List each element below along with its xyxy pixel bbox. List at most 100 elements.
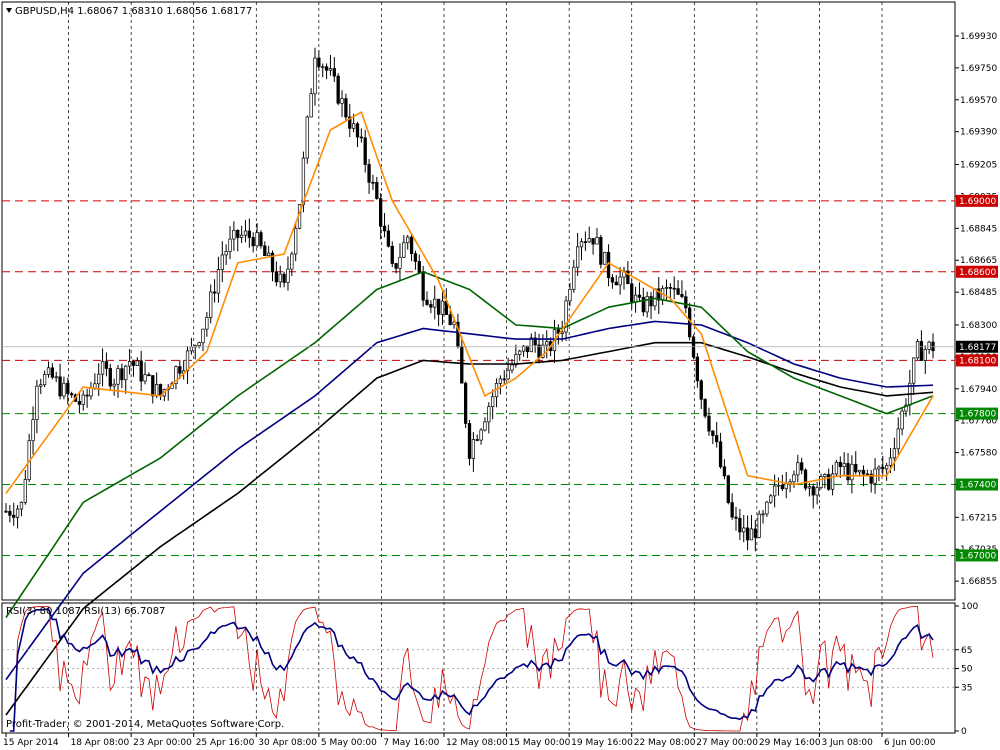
candle-body <box>784 483 788 490</box>
candle-body <box>761 513 765 516</box>
candle-body <box>599 236 603 265</box>
candle-body <box>324 66 329 71</box>
candle-body <box>823 474 827 477</box>
candle-body <box>722 466 727 477</box>
candle-body <box>780 484 785 490</box>
ma-black-line <box>5 341 934 716</box>
candle-body <box>900 410 904 430</box>
candle-body <box>398 256 402 269</box>
candle-body <box>363 137 367 165</box>
candle-body <box>575 246 580 268</box>
candle-body <box>699 380 703 400</box>
price-panel-frame <box>1 1 956 601</box>
current-price-badge <box>956 340 998 353</box>
candle-body <box>792 474 796 483</box>
candle-body <box>54 376 58 379</box>
candle-body <box>927 341 931 350</box>
candle-body <box>498 378 503 384</box>
price-tick-label: 1.69205 <box>960 161 997 171</box>
candle-body <box>267 252 271 257</box>
price-tick-label: 1.67940 <box>960 385 997 395</box>
candle-body <box>881 466 885 470</box>
candle-body <box>321 66 325 69</box>
candle-body <box>765 501 769 515</box>
candle-body <box>143 374 147 382</box>
candle-body <box>93 383 97 389</box>
candle-body <box>39 384 43 387</box>
time-tick-label: 3 Jun 08:00 <box>821 738 873 748</box>
time-axis: 15 Apr 2014 18 Apr 08:00 23 Apr 00:00 25 Ap… <box>3 733 936 748</box>
candle-body <box>124 365 128 381</box>
candle-body <box>564 300 568 333</box>
candle-body <box>178 366 182 374</box>
candle-body <box>394 263 398 269</box>
candle-body <box>715 435 719 443</box>
candle-body <box>189 346 194 352</box>
candle-body <box>742 527 746 533</box>
candle-body <box>409 236 414 255</box>
level-price-badge <box>956 354 998 367</box>
candle-body <box>185 350 190 372</box>
candle-body <box>375 182 379 199</box>
candle-body <box>348 116 352 129</box>
candle-body <box>433 298 437 308</box>
candle-body <box>672 287 676 290</box>
candle-body <box>568 288 572 302</box>
price-tick-label: 1.68665 <box>960 256 997 266</box>
candle-body <box>294 227 298 255</box>
price-tick-label: 1.69570 <box>960 96 997 106</box>
price-tick-label: 1.67215 <box>960 513 997 523</box>
candle-body <box>595 236 599 245</box>
candle-body <box>379 198 383 227</box>
candle-body <box>81 394 85 405</box>
candle-body <box>251 237 255 247</box>
candle-body <box>819 476 823 488</box>
price-tick-label: 1.67580 <box>960 449 997 459</box>
symbol-header: GBPUSD,H4 1.68067 1.68310 1.68056 1.6817… <box>15 6 252 17</box>
candle-body <box>888 457 893 466</box>
candle-body <box>220 254 224 270</box>
candle-body <box>734 516 738 519</box>
time-tick-label: 22 May 08:00 <box>634 738 696 748</box>
time-tick-label: 18 Apr 08:00 <box>71 738 130 748</box>
candle-body <box>556 329 560 334</box>
candle-body <box>753 528 757 538</box>
dropdown-triangle-icon[interactable] <box>6 8 12 13</box>
candle-body <box>800 462 804 471</box>
candle-body <box>50 367 54 378</box>
candle-body <box>232 229 236 240</box>
candle-body <box>402 242 406 258</box>
copyright-text: Profit-Trader, © 2001-2014, MetaQuotes S… <box>6 719 284 730</box>
candle-body <box>85 394 89 397</box>
candle-body <box>865 473 869 476</box>
candle-body <box>653 288 657 307</box>
candle-body <box>545 341 549 346</box>
candle-body <box>483 421 487 431</box>
price-axis: 1.69930 1.69750 1.69570 1.69390 1.69205 1.690… <box>2 32 998 587</box>
candle-body <box>850 463 854 481</box>
candle-body <box>351 123 356 129</box>
candle-body <box>247 230 251 238</box>
rsi-tick-label: 50 <box>961 665 973 675</box>
candle-body <box>827 474 831 490</box>
candle-body <box>633 294 638 303</box>
candle-body <box>239 234 244 238</box>
candle-body <box>429 304 433 308</box>
price-tick-label: 1.67760 <box>960 417 997 427</box>
rsi-tick-label: 0 <box>961 727 967 737</box>
candle-body <box>332 68 336 77</box>
candle-body <box>77 401 82 405</box>
level-price-badge <box>956 549 998 562</box>
candle-body <box>151 375 155 397</box>
candle-body <box>120 368 124 381</box>
candle-body <box>19 502 24 510</box>
candle-body <box>108 368 112 387</box>
candle-body <box>626 270 630 285</box>
candle-body <box>344 98 348 118</box>
candle-body <box>749 528 754 541</box>
candle-body <box>838 461 842 467</box>
candle-body <box>448 314 452 325</box>
level-price-badge <box>956 478 998 491</box>
